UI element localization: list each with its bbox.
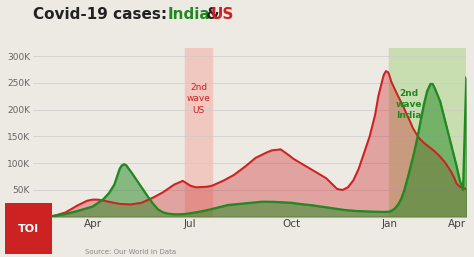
Text: India: India	[168, 7, 210, 22]
Text: 2nd
wave
India: 2nd wave India	[395, 89, 422, 120]
Text: TOI: TOI	[18, 224, 39, 234]
Bar	[389, 48, 466, 217]
Text: 2nd
wave
US: 2nd wave US	[187, 83, 210, 115]
Text: US: US	[210, 7, 234, 22]
Bar	[185, 48, 212, 217]
Text: Source: Our World in Data: Source: Our World in Data	[85, 250, 176, 255]
Text: Covid-19 cases:: Covid-19 cases:	[33, 7, 172, 22]
Text: &: &	[201, 7, 225, 22]
